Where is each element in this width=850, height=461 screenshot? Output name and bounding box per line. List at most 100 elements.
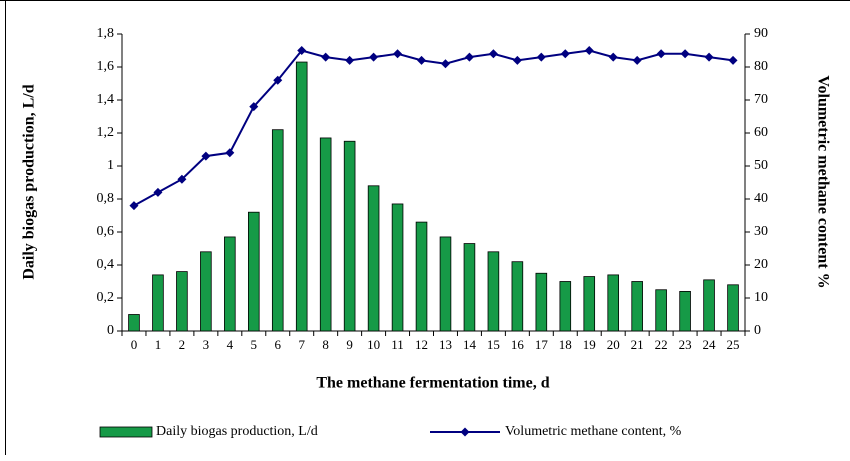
- y2-tick-label: 60: [754, 125, 768, 140]
- y2-axis-title: Volumetric methane content %: [814, 75, 831, 288]
- line-marker: [560, 49, 570, 59]
- x-axis-title: The methane fermentation time, d: [316, 375, 549, 392]
- y2-tick-label: 40: [754, 191, 768, 206]
- bar: [152, 274, 164, 332]
- y-tick-label: 0: [107, 323, 114, 338]
- line-marker: [608, 52, 618, 62]
- bar: [679, 290, 691, 332]
- bar: [703, 279, 715, 332]
- x-tick-label: 7: [298, 337, 305, 352]
- x-tick-label: 25: [727, 337, 740, 352]
- bar: [511, 261, 524, 332]
- line-marker: [225, 148, 235, 158]
- x-tick-label: 13: [439, 337, 452, 352]
- line-marker: [704, 52, 714, 62]
- bar: [247, 211, 260, 332]
- bar: [535, 272, 548, 332]
- x-tick-label: 16: [511, 337, 525, 352]
- y2-tick-label: 70: [754, 92, 768, 107]
- line-marker: [321, 52, 331, 62]
- x-tick-label: 6: [275, 337, 282, 352]
- line-marker: [177, 174, 187, 184]
- line-marker: [297, 46, 307, 55]
- line-marker: [536, 52, 546, 62]
- x-tick-label: 11: [391, 337, 404, 352]
- x-tick-label: 2: [179, 337, 186, 352]
- bar: [727, 284, 739, 332]
- bar: [176, 271, 188, 332]
- line-marker: [369, 52, 379, 62]
- x-tick-label: 4: [227, 337, 234, 352]
- line-marker: [440, 59, 450, 69]
- bar: [391, 203, 404, 332]
- bar: [487, 251, 500, 332]
- x-tick-label: 9: [346, 337, 353, 352]
- bar: [559, 281, 572, 332]
- x-tick-label: 23: [679, 337, 692, 352]
- x-tick-label: 15: [487, 337, 500, 352]
- bar: [607, 274, 620, 332]
- line-marker: [656, 49, 666, 59]
- x-tick-label: 22: [655, 337, 668, 352]
- line-marker: [632, 55, 642, 65]
- y2-tick-label: 0: [754, 323, 761, 338]
- x-tick-label: 3: [203, 337, 210, 352]
- bar: [343, 140, 356, 332]
- y-tick-label: 1,8: [97, 26, 115, 41]
- line-marker: [584, 46, 594, 55]
- bar: [128, 314, 140, 332]
- line-marker: [273, 75, 283, 85]
- y-tick-label: 1: [107, 158, 114, 173]
- bar: [367, 185, 380, 332]
- bar: [463, 243, 476, 332]
- y-tick-label: 0,4: [97, 257, 115, 272]
- bar: [200, 251, 212, 332]
- line-marker: [512, 55, 522, 65]
- line-marker: [680, 49, 690, 59]
- y2-tick-label: 90: [754, 26, 768, 41]
- bar: [655, 289, 667, 332]
- bar: [415, 221, 428, 332]
- x-tick-label: 14: [463, 337, 477, 352]
- line: [133, 49, 734, 207]
- y2-tick-label: 20: [754, 257, 768, 272]
- legend-label: Daily biogas production, L/d: [156, 424, 318, 439]
- bar: [439, 236, 452, 332]
- y-tick-label: 0,6: [97, 224, 115, 239]
- x-tick-label: 5: [251, 337, 258, 352]
- y-tick-label: 1,6: [97, 59, 115, 74]
- legend-marker: [460, 427, 470, 437]
- line-marker: [417, 55, 427, 65]
- bar: [271, 129, 284, 332]
- x-tick-label: 20: [607, 337, 620, 352]
- line-marker: [393, 49, 403, 59]
- line-marker: [153, 187, 163, 197]
- line-marker: [728, 55, 738, 65]
- y-tick-label: 1,2: [97, 125, 115, 140]
- legend-label: Volumetric methane content, %: [505, 424, 682, 439]
- x-tick-label: 12: [415, 337, 428, 352]
- y2-tick-label: 10: [754, 290, 768, 305]
- line-marker: [129, 201, 139, 211]
- x-tick-label: 19: [583, 337, 596, 352]
- line-marker: [201, 151, 211, 161]
- x-tick-label: 18: [559, 337, 572, 352]
- y2-tick-label: 30: [754, 224, 768, 239]
- bar: [224, 236, 236, 332]
- line-marker: [464, 52, 474, 62]
- x-tick-label: 10: [367, 337, 380, 352]
- x-tick-label: 8: [322, 337, 329, 352]
- bar: [583, 276, 596, 332]
- y2-tick-label: 50: [754, 158, 768, 173]
- bar: [319, 137, 332, 332]
- y-axis-title: Daily biogas production, L/d: [21, 84, 38, 279]
- x-tick-label: 17: [535, 337, 549, 352]
- y2-tick-label: 80: [754, 59, 768, 74]
- bar: [631, 281, 643, 332]
- bar: [295, 61, 308, 332]
- line-marker: [249, 102, 259, 112]
- x-tick-label: 0: [131, 337, 138, 352]
- x-tick-label: 1: [155, 337, 162, 352]
